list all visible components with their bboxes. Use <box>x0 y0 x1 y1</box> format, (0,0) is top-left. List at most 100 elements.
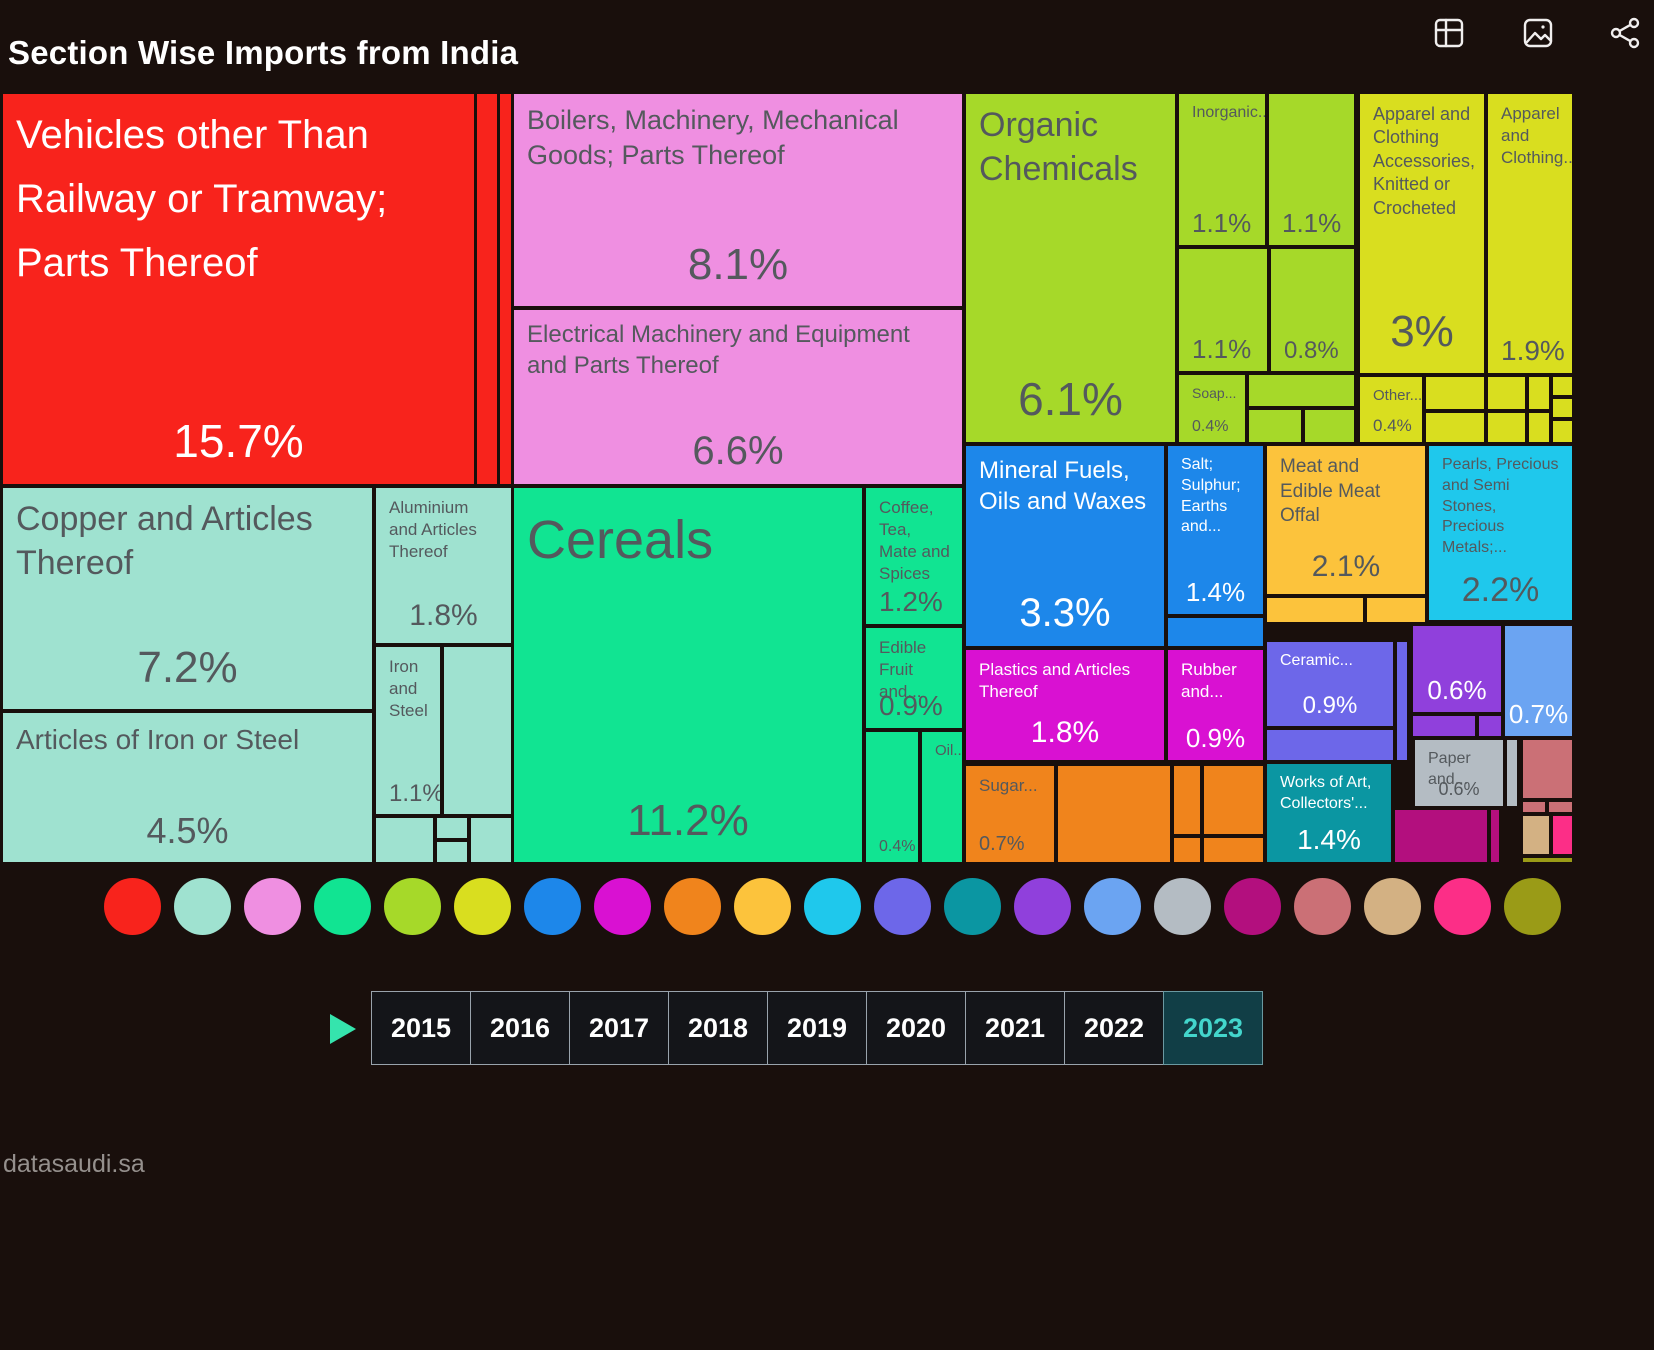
treemap-cell-metals-sub-4[interactable] <box>437 842 467 862</box>
treemap-cell-olive-strip[interactable] <box>1523 858 1572 862</box>
treemap-cell-organic-chemicals[interactable]: Organic Chemicals 6.1% <box>966 94 1175 442</box>
treemap-cell-chem-sub-6[interactable] <box>1305 410 1354 442</box>
treemap-cell-textile-sub-7[interactable] <box>1553 377 1572 395</box>
treemap-cell-textile-sub-5[interactable] <box>1529 377 1549 409</box>
treemap-cell-electrical-machinery[interactable]: Electrical Machinery and Equipment and P… <box>514 310 962 484</box>
treemap-cell-plastics[interactable]: Plastics and Articles Thereof 1.8% <box>966 650 1164 760</box>
treemap-cell-footwear[interactable] <box>1395 810 1487 862</box>
treemap-cell-glass-sub-1[interactable] <box>1413 716 1475 736</box>
treemap-cell-rose-sub-1[interactable] <box>1523 802 1545 812</box>
treemap-cell-ceramic[interactable]: Ceramic... 0.9% <box>1267 642 1393 726</box>
legend-dot-mint[interactable] <box>174 878 231 935</box>
treemap-cell-ceramic-sub-1[interactable] <box>1267 730 1393 760</box>
treemap-cell-chem-sub-1[interactable]: 1.1% <box>1269 94 1354 245</box>
legend-dot-lime[interactable] <box>384 878 441 935</box>
treemap-cell-textile-sub-6[interactable] <box>1529 413 1549 442</box>
treemap-cell-instruments[interactable]: 0.7% <box>1505 626 1572 736</box>
treemap-cell-glass-sub-2[interactable] <box>1479 716 1501 736</box>
treemap-cell-food-sub-5[interactable] <box>1204 838 1263 862</box>
legend-dot-magenta[interactable] <box>594 878 651 935</box>
treemap-cell-iron-and-steel[interactable]: Iron and Steel 1.1% <box>376 647 440 814</box>
treemap-cell-other-textiles[interactable]: Other... 0.4% <box>1360 377 1422 442</box>
treemap-cell-veg-sub-1[interactable]: 0.4% <box>866 732 918 862</box>
treemap-cell-chem-sub-5[interactable] <box>1249 410 1301 442</box>
play-button[interactable] <box>330 1014 356 1044</box>
year-2017[interactable]: 2017 <box>569 991 669 1065</box>
treemap-cell-food-sub-4[interactable] <box>1204 766 1263 834</box>
treemap-cell-textile-sub-8[interactable] <box>1553 399 1572 417</box>
legend-dot-rose[interactable] <box>1294 878 1351 935</box>
treemap-cell-textile-sub-3[interactable] <box>1488 377 1525 409</box>
treemap-cell-sugar[interactable]: Sugar... 0.7% <box>966 766 1054 862</box>
legend-dot-tealdark[interactable] <box>944 878 1001 935</box>
treemap-cell-pink-block[interactable] <box>1553 816 1572 854</box>
treemap-cell-meat[interactable]: Meat and Edible Meat Offal 2.1% <box>1267 446 1425 594</box>
treemap-cell-glass[interactable]: 0.6% <box>1413 626 1501 712</box>
treemap-cell-apparel-knitted[interactable]: Apparel and Clothing Accessories, Knitte… <box>1360 94 1484 373</box>
layout-grid-icon[interactable] <box>1432 16 1466 50</box>
legend-dot-lightblue[interactable] <box>1084 878 1141 935</box>
year-2020[interactable]: 2020 <box>866 991 966 1065</box>
treemap-cell-ceramic-sub-2[interactable] <box>1397 642 1407 760</box>
treemap-cell-meat-sub-1[interactable] <box>1267 598 1363 622</box>
treemap-cell-chem-sub-4[interactable] <box>1249 375 1354 406</box>
year-2015[interactable]: 2015 <box>371 991 471 1065</box>
treemap-cell-rose-block[interactable] <box>1523 740 1572 798</box>
legend-dot-red[interactable] <box>104 878 161 935</box>
legend-dot-pink[interactable] <box>244 878 301 935</box>
treemap-cell-metals-sub-5[interactable] <box>471 818 511 862</box>
treemap-cell-soap[interactable]: Soap... 0.4% <box>1179 375 1245 442</box>
treemap-cell-metals-sub-3[interactable] <box>437 818 467 838</box>
treemap-cell-inorganic[interactable]: Inorganic... 1.1% <box>1179 94 1265 245</box>
year-2018[interactable]: 2018 <box>668 991 768 1065</box>
treemap-cell-rubber[interactable]: Rubber and... 0.9% <box>1168 650 1263 760</box>
legend-dot-gray[interactable] <box>1154 878 1211 935</box>
treemap-cell-food-sub-1[interactable] <box>1058 766 1170 862</box>
legend-dot-yellow[interactable] <box>454 878 511 935</box>
treemap-cell-tan-block[interactable] <box>1523 816 1549 854</box>
treemap-cell-meat-sub-2[interactable] <box>1367 598 1425 622</box>
treemap-cell-food-sub-2[interactable] <box>1174 766 1200 834</box>
year-2019[interactable]: 2019 <box>767 991 867 1065</box>
treemap-cell-edible-fruit[interactable]: Edible Fruit and... 0.9% <box>866 628 962 728</box>
legend-dot-purple[interactable] <box>1014 878 1071 935</box>
treemap-cell-textile-sub-4[interactable] <box>1488 413 1525 442</box>
legend-dot-green[interactable] <box>314 878 371 935</box>
legend-dot-darkmagenta[interactable] <box>1224 878 1281 935</box>
legend-dot-amber[interactable] <box>734 878 791 935</box>
treemap-cell-rose-sub-2[interactable] <box>1549 802 1572 812</box>
treemap-cell-coffee-tea[interactable]: Coffee, Tea, Mate and Spices 1.2% <box>866 488 962 624</box>
treemap-cell-textile-sub-1[interactable] <box>1426 377 1484 409</box>
treemap-cell-copper[interactable]: Copper and Articles Thereof 7.2% <box>3 488 372 709</box>
treemap-cell-paper-sub-1[interactable] <box>1507 740 1517 806</box>
treemap-cell-textile-sub-2[interactable] <box>1426 413 1484 442</box>
treemap-cell-articles-iron-steel[interactable]: Articles of Iron or Steel 4.5% <box>3 713 372 862</box>
treemap-cell-boilers-machinery[interactable]: Boilers, Machinery, Mechanical Goods; Pa… <box>514 94 962 306</box>
year-2023[interactable]: 2023 <box>1163 991 1263 1065</box>
treemap-cell-chem-sub-2[interactable]: 1.1% <box>1179 249 1267 371</box>
treemap-cell-salt-sub-1[interactable] <box>1168 618 1263 646</box>
legend-dot-tan[interactable] <box>1364 878 1421 935</box>
year-2022[interactable]: 2022 <box>1064 991 1164 1065</box>
treemap-cell-apparel-other[interactable]: Apparel and Clothing... 1.9% <box>1488 94 1572 373</box>
treemap-cell-paper[interactable]: Paper and... 0.6% <box>1415 740 1503 806</box>
treemap-cell-vehicles-sub-1[interactable] <box>477 94 497 484</box>
treemap-cell-cereals[interactable]: Cereals 11.2% <box>514 488 862 862</box>
treemap-cell-vehicles-sub-2[interactable] <box>500 94 511 484</box>
treemap-cell-aluminium[interactable]: Aluminium and Articles Thereof 1.8% <box>376 488 511 643</box>
treemap-cell-oil-seeds[interactable]: Oil... <box>922 732 962 862</box>
legend-dot-brightpink[interactable] <box>1434 878 1491 935</box>
year-2021[interactable]: 2021 <box>965 991 1065 1065</box>
treemap-cell-salt-sulphur[interactable]: Salt; Sulphur; Earths and... 1.4% <box>1168 446 1263 614</box>
legend-dot-cyan[interactable] <box>804 878 861 935</box>
treemap-cell-vehicles[interactable]: Vehicles other Than Railway or Tramway; … <box>3 94 474 484</box>
treemap-cell-pearls[interactable]: Pearls, Precious and Semi Stones, Precio… <box>1429 446 1572 620</box>
share-icon[interactable] <box>1608 16 1642 50</box>
treemap-cell-works-of-art[interactable]: Works of Art, Collectors'... 1.4% <box>1267 764 1391 862</box>
legend-dot-periwinkle[interactable] <box>874 878 931 935</box>
treemap-cell-footwear-sub-1[interactable] <box>1491 810 1499 862</box>
treemap-cell-mineral-fuels[interactable]: Mineral Fuels, Oils and Waxes 3.3% <box>966 446 1164 646</box>
treemap-cell-food-sub-3[interactable] <box>1174 838 1200 862</box>
treemap-cell-metals-sub-2[interactable] <box>376 818 433 862</box>
legend-dot-blue[interactable] <box>524 878 581 935</box>
